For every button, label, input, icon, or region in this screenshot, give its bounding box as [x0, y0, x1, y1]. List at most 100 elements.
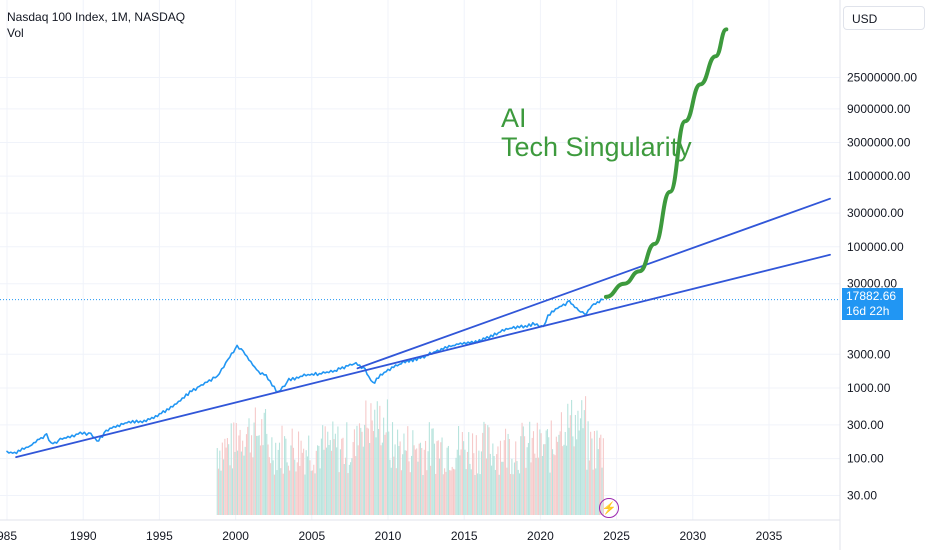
projection-annotation[interactable]: AI Tech Singularity: [501, 104, 692, 162]
time-tick-label: 2035: [756, 529, 783, 543]
annotation-line-2: Tech Singularity: [501, 132, 692, 162]
volume-bar: [380, 445, 382, 515]
volume-bar: [416, 448, 418, 515]
volume-bar: [445, 471, 447, 515]
price-axis: 25000000.00 9000000.00 3000000.00 1000000.0…: [847, 70, 917, 502]
price-tick-label: 100.00: [847, 452, 884, 466]
volume-bar: [411, 455, 413, 515]
volume-bar: [285, 438, 287, 515]
volume-bar: [480, 451, 482, 515]
volume-bar: [325, 447, 328, 515]
volume-bar: [545, 430, 547, 515]
volume-bar: [305, 450, 307, 515]
volume-bar: [565, 445, 568, 515]
volume-bar: [233, 422, 235, 515]
volume-bar: [252, 457, 254, 515]
volume-bar: [397, 429, 399, 515]
volume-bar: [413, 445, 415, 515]
volume-bar: [393, 456, 395, 515]
volume-bar: [579, 418, 582, 515]
currency-button[interactable]: USD: [843, 6, 925, 30]
volume-bar: [239, 429, 241, 515]
price-tick-label: 30000.00: [847, 277, 897, 291]
volume-bar: [438, 458, 441, 515]
volume-bar: [455, 457, 457, 515]
volume-indicator-label[interactable]: Vol: [7, 26, 24, 40]
trendline-upper[interactable]: [356, 197, 831, 370]
volume-bar: [364, 424, 366, 515]
volume-bar: [343, 463, 345, 515]
volume-bar: [516, 461, 518, 515]
last-price-value: 17882.66: [846, 289, 897, 303]
projection-curve[interactable]: [603, 27, 729, 299]
volume-bar: [292, 447, 295, 515]
volume-bar: [262, 445, 264, 515]
volume-bar: [297, 431, 300, 515]
symbol-title[interactable]: Nasdaq 100 Index, 1M, NASDAQ: [7, 10, 186, 24]
volume-bar: [237, 450, 239, 515]
volume-bar: [534, 453, 536, 515]
volume-bar: [426, 470, 428, 515]
volume-bar: [268, 457, 270, 515]
time-tick-label: 2030: [679, 529, 706, 543]
time-tick-label: 2005: [298, 529, 325, 543]
volume-bar: [423, 449, 425, 515]
time-tick-label: 2010: [375, 529, 402, 543]
volume-bar: [582, 428, 584, 515]
volume-bar: [576, 439, 578, 515]
bar-countdown: 16d 22h: [846, 304, 890, 318]
volume-bar: [518, 473, 521, 515]
volume-bar: [351, 458, 353, 515]
volume-bar: [378, 428, 380, 515]
volume-bar: [418, 443, 420, 515]
volume-bar: [362, 446, 364, 515]
volume-bar: [281, 425, 283, 515]
volume-bar: [529, 421, 531, 515]
volume-bar: [503, 440, 505, 515]
volume-bar: [597, 449, 599, 515]
volume-bar: [524, 436, 526, 515]
volume-bar: [569, 415, 571, 515]
volume-bar: [422, 474, 424, 515]
volume-bar: [498, 474, 500, 515]
volume-bar: [435, 473, 437, 515]
volume-bar: [493, 456, 495, 515]
volume-bar: [446, 447, 448, 515]
volume-bar: [357, 445, 359, 515]
volume-bar: [385, 432, 387, 515]
volume-bar: [398, 445, 400, 515]
volume-bar: [540, 433, 542, 515]
volume-bar: [294, 459, 296, 515]
volume-bar: [243, 455, 245, 515]
volume-bar: [276, 470, 278, 515]
volume-bar: [513, 462, 515, 515]
volume-bar: [390, 467, 392, 515]
volume-bar: [452, 468, 455, 515]
volume-bar: [221, 442, 223, 515]
volume-bar: [477, 473, 479, 515]
trendline-lower[interactable]: [15, 253, 831, 458]
volume-bar: [295, 471, 297, 515]
volume-bar: [568, 427, 570, 515]
event-lightning-icon[interactable]: ⚡: [599, 498, 619, 518]
volume-bar: [587, 421, 589, 515]
volume-bar: [427, 451, 429, 515]
volume-bar: [507, 433, 509, 515]
volume-bar: [460, 449, 462, 515]
volume-bar: [412, 430, 414, 515]
volume-bar: [242, 440, 244, 515]
volume-bar: [536, 422, 538, 515]
volume-bar: [395, 468, 397, 515]
price-line[interactable]: [6, 298, 604, 455]
volume-bar: [322, 425, 324, 515]
volume-bar: [267, 444, 269, 515]
volume-bar: [399, 441, 401, 515]
volume-bar: [572, 436, 574, 515]
volume-bar: [475, 435, 477, 515]
volume-bar: [375, 437, 377, 515]
volume-bar: [485, 458, 488, 515]
volume-bar: [370, 403, 372, 515]
volume-bar: [602, 438, 604, 515]
price-tick-label: 300000.00: [847, 206, 904, 220]
